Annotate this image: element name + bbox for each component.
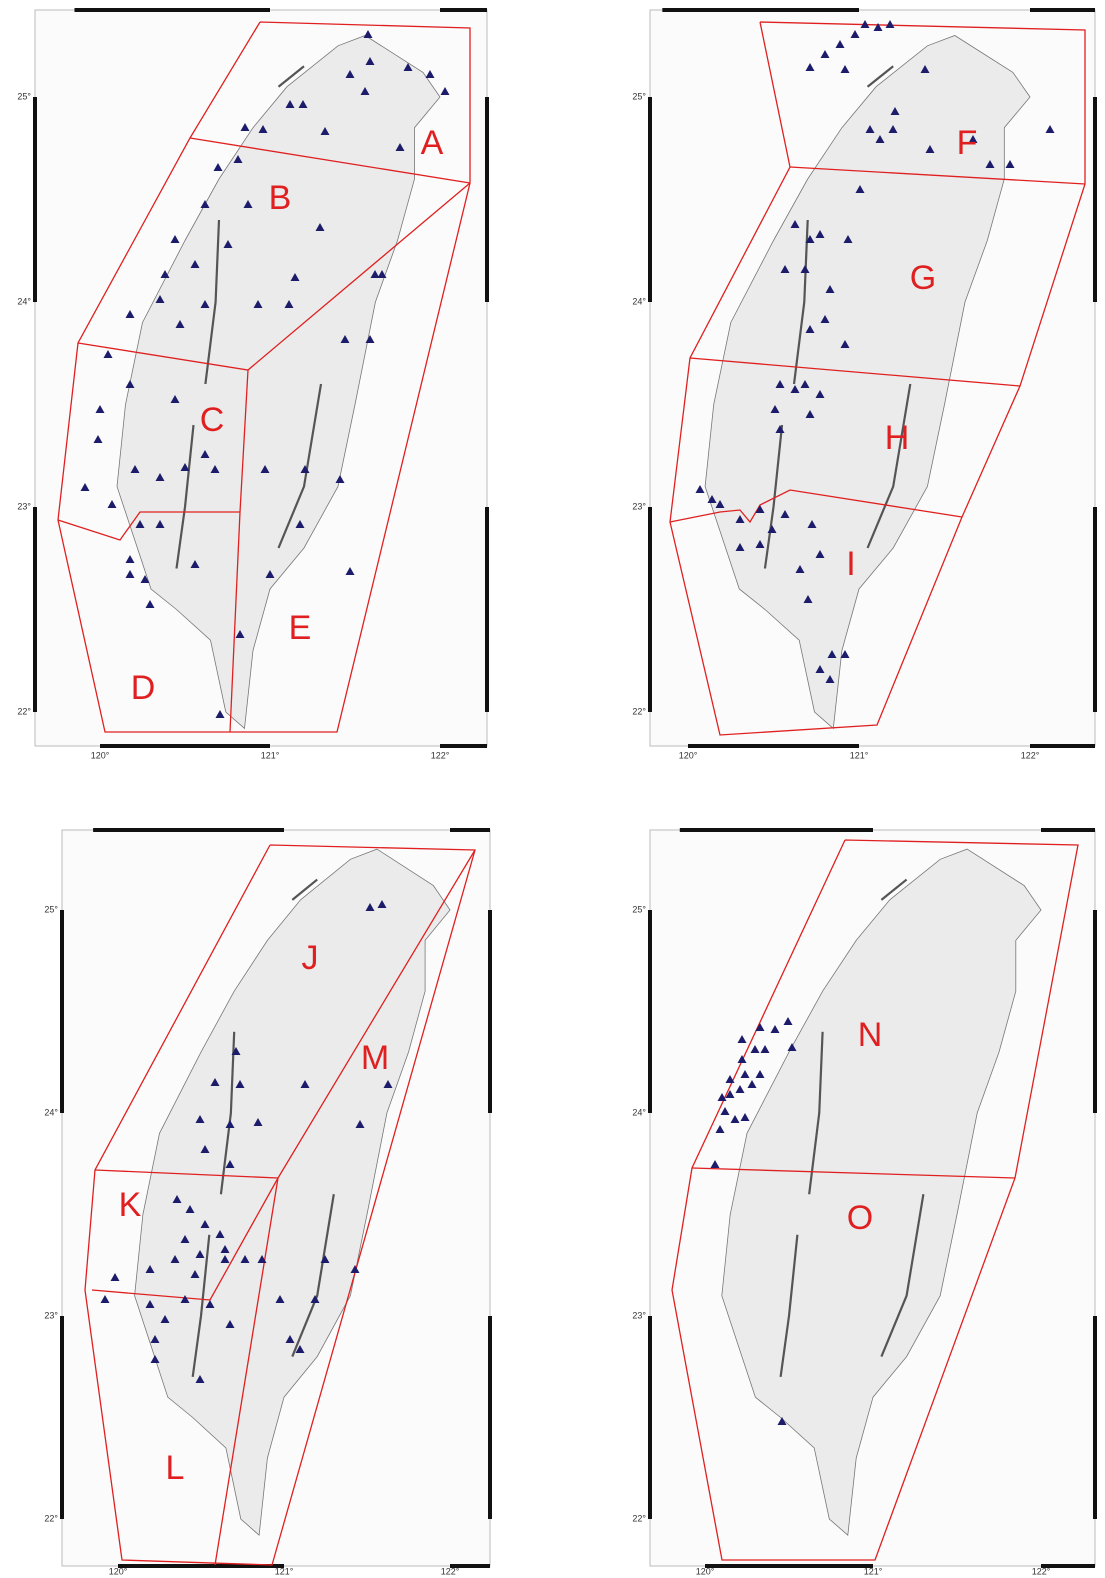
lon-label: 122°	[1021, 750, 1040, 760]
lat-label: 25°	[44, 904, 58, 914]
lon-label: 121°	[275, 1566, 294, 1576]
region-label: B	[269, 179, 292, 217]
lat-label: 23°	[44, 1310, 58, 1320]
lon-label: 121°	[850, 750, 869, 760]
lat-label: 22°	[44, 1513, 58, 1523]
region-label: L	[166, 1449, 185, 1487]
figure: 25° 24° 23° 22° 120° 121° 122° A B C D E 25° 24° 23° 22…	[0, 0, 1105, 1578]
region-label: G	[910, 259, 936, 297]
region-label: A	[421, 124, 444, 162]
lat-label: 25°	[632, 91, 646, 101]
region-label: C	[200, 401, 225, 439]
lon-label: 122°	[441, 1566, 460, 1576]
lon-label: 120°	[91, 750, 110, 760]
lat-label: 25°	[17, 91, 31, 101]
region-label: O	[847, 1199, 873, 1237]
region-label: N	[858, 1016, 883, 1054]
region-label: M	[361, 1039, 389, 1077]
region-label: D	[131, 669, 156, 707]
lat-label: 22°	[17, 706, 31, 716]
lon-label: 120°	[679, 750, 698, 760]
lon-label: 121°	[261, 750, 280, 760]
lat-label: 24°	[632, 296, 646, 306]
map-panel: 25° 24° 23° 22° 120° 121° 122° N O	[632, 830, 1095, 1576]
lon-label: 122°	[431, 750, 450, 760]
region-label: F	[957, 124, 978, 162]
region-label: I	[846, 545, 855, 583]
lat-label: 23°	[17, 501, 31, 511]
map-panel: 25° 24° 23° 22° 120° 121° 122° A B C D E	[17, 10, 487, 760]
map-panel: 25° 24° 23° 22° 120° 121° 122° J K L M	[44, 830, 490, 1576]
lat-label: 23°	[632, 501, 646, 511]
lat-label: 24°	[44, 1107, 58, 1117]
lat-label: 22°	[632, 706, 646, 716]
lat-label: 22°	[632, 1513, 646, 1523]
map-panel: 25° 24° 23° 22° 120° 121° 122° F G H I	[632, 10, 1095, 760]
lon-label: 120°	[696, 1566, 715, 1576]
lon-label: 122°	[1032, 1566, 1051, 1576]
lat-label: 23°	[632, 1310, 646, 1320]
lat-label: 25°	[632, 904, 646, 914]
region-label: H	[885, 419, 910, 457]
lon-label: 120°	[109, 1566, 128, 1576]
region-label: K	[119, 1186, 142, 1224]
region-label: E	[289, 609, 312, 647]
lat-label: 24°	[17, 296, 31, 306]
region-label: J	[302, 939, 319, 977]
lon-label: 121°	[864, 1566, 883, 1576]
lat-label: 24°	[632, 1107, 646, 1117]
